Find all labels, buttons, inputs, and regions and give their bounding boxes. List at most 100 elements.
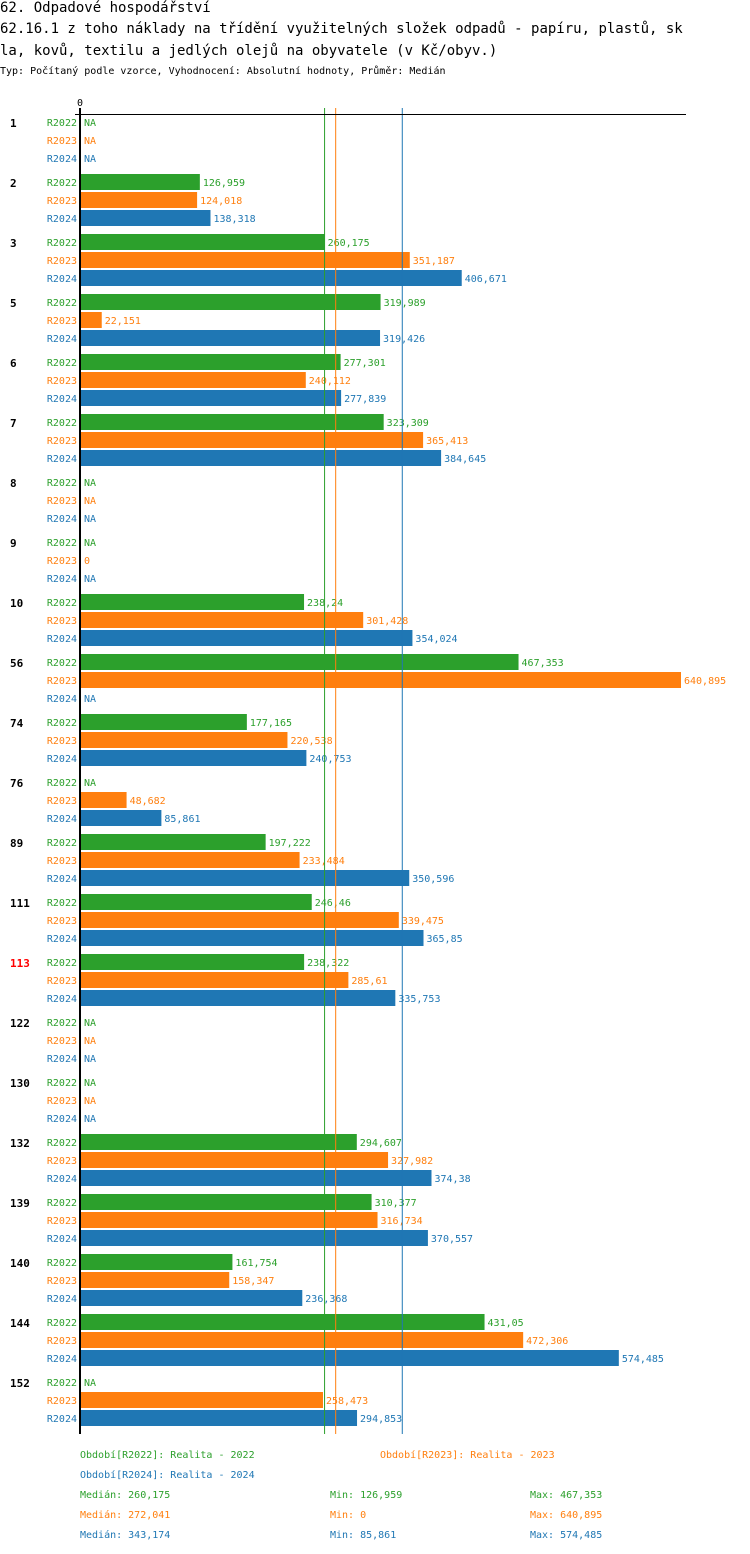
category-label: 9 [10,537,17,550]
series-label: R2022 [47,778,77,789]
series-label: R2023 [47,736,77,747]
value-label: 354,024 [415,634,457,645]
series-label: R2022 [47,1198,77,1209]
series-label: R2024 [47,1174,77,1185]
series-label: R2023 [47,976,77,987]
bar-r2024 [81,630,413,646]
series-label: R2022 [47,358,77,369]
bar-r2023 [81,672,681,688]
category-label: 113 [10,957,30,970]
bar-r2023 [81,852,300,868]
chart-title-line-1: 62.16.1 z toho náklady na třídění využit… [0,21,683,37]
legend-r2022: Období[R2022]: Realita - 2022 [80,1450,255,1461]
bar-r2024 [81,1410,358,1426]
value-label: 285,61 [351,976,387,987]
value-label: 374,38 [434,1174,470,1185]
value-label: 22,151 [105,316,141,327]
value-label: 240,112 [309,376,351,387]
bar-r2024 [81,450,442,466]
series-label: R2022 [47,538,77,549]
bar-r2023 [81,192,198,208]
value-label: 319,989 [384,298,426,309]
series-label: R2024 [47,454,77,465]
bar-r2022 [81,1134,357,1150]
series-label: R2022 [47,478,77,489]
series-label: R2022 [47,1318,77,1329]
series-label: R2023 [47,856,77,867]
value-label: 467,353 [522,658,564,669]
chart-subtitle: Typ: Počítaný podle vzorce, Vyhodnocení:… [0,66,446,77]
series-label: R2024 [47,754,77,765]
max-r2023: Max: 640,895 [530,1510,603,1521]
series-label: R2024 [47,994,77,1005]
series-label: R2024 [47,214,77,225]
value-label: 177,165 [250,718,292,729]
bar-r2022 [81,234,325,250]
value-label: 85,861 [164,814,200,825]
bar-r2022 [81,594,305,610]
series-label: R2022 [47,1258,77,1269]
series-label: R2022 [47,1138,77,1149]
bar-r2022 [81,1194,372,1210]
series-label: R2022 [47,718,77,729]
value-label: 301,428 [366,616,408,627]
min-r2022: Min: 126,959 [330,1490,403,1501]
bar-r2022 [81,654,519,670]
bar-r2022 [81,894,312,910]
category-label: 139 [10,1197,30,1210]
series-label: R2024 [47,394,77,405]
series-label: R2022 [47,838,77,849]
category-label: 130 [10,1077,30,1090]
bar-r2023 [81,252,410,268]
value-label: NA [84,154,96,165]
value-label: 277,839 [344,394,386,405]
series-label: R2024 [47,1354,77,1365]
bar-r2023 [81,432,424,448]
value-label: 238,24 [307,598,343,609]
series-label: R2024 [47,1294,77,1305]
value-label: 431,05 [488,1318,524,1329]
bar-r2023 [81,912,399,928]
median-r2022: Medián: 260,175 [80,1490,171,1501]
value-label: NA [84,694,96,705]
bar-r2024 [81,750,307,766]
category-label: 76 [10,777,24,790]
value-label: NA [84,118,96,129]
value-label: 327,982 [391,1156,433,1167]
series-label: R2024 [47,574,77,585]
value-label: NA [84,538,96,549]
series-label: R2023 [47,316,77,327]
series-label: R2024 [47,694,77,705]
series-label: R2023 [47,436,77,447]
value-label: 370,557 [431,1234,473,1245]
series-label: R2023 [47,616,77,627]
category-label: 2 [10,177,17,190]
series-label: R2022 [47,598,77,609]
value-label: NA [84,1378,96,1389]
value-label: 472,306 [526,1336,568,1347]
bar-r2023 [81,312,102,328]
value-label: 0 [84,556,90,567]
value-label: NA [84,574,96,585]
bar-r2024 [81,210,211,226]
series-label: R2022 [47,118,77,129]
bar-r2022 [81,954,305,970]
series-label: R2023 [47,1156,77,1167]
bar-r2024 [81,330,381,346]
bar-r2024 [81,1230,428,1246]
bar-r2023 [81,372,306,388]
value-label: 323,309 [387,418,429,429]
value-label: 351,187 [413,256,455,267]
value-label: 220,538 [290,736,332,747]
series-label: R2023 [47,1036,77,1047]
category-label: 111 [10,897,30,910]
bar-r2023 [81,1392,323,1408]
value-label: 138,318 [213,214,255,225]
series-label: R2024 [47,1414,77,1425]
series-label: R2022 [47,238,77,249]
bar-r2024 [81,810,162,826]
series-label: R2024 [47,514,77,525]
value-label: 335,753 [398,994,440,1005]
series-label: R2022 [47,1378,77,1389]
bar-r2024 [81,1170,432,1186]
